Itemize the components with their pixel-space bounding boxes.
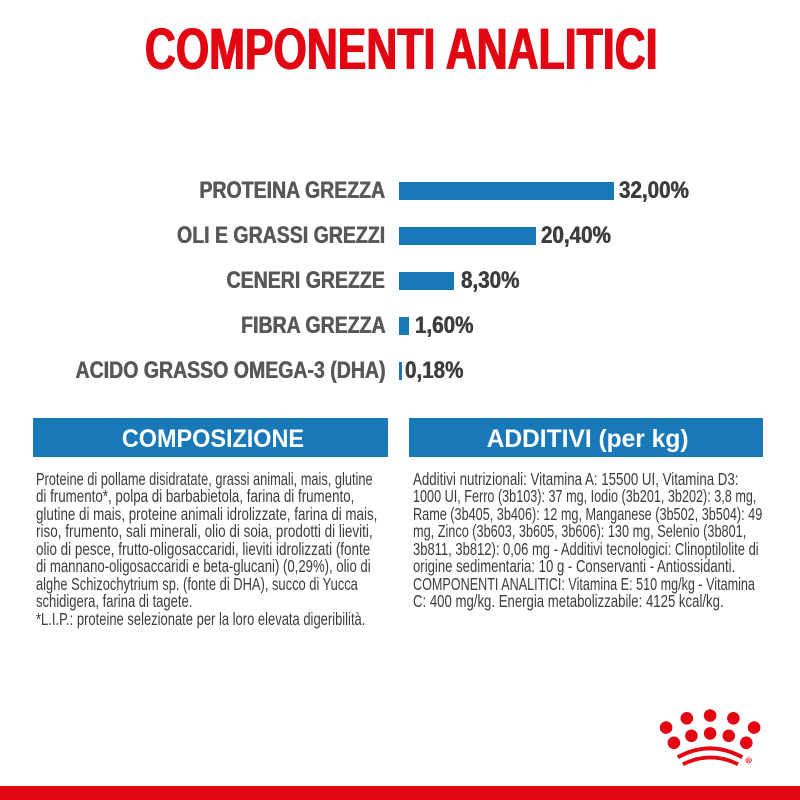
svg-text:R: R bbox=[747, 758, 750, 763]
